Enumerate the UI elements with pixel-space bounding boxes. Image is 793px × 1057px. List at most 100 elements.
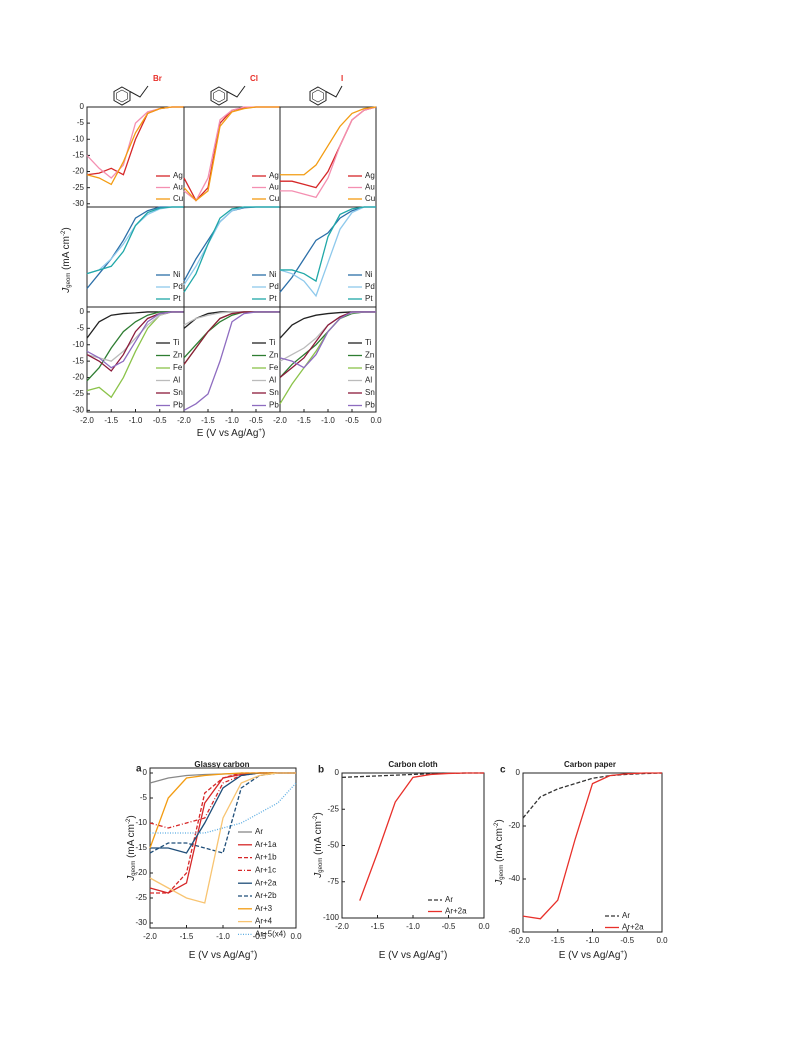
x-tick-label: 0.0 xyxy=(656,936,668,945)
y-axis-label: Jgeom (mA cm-2) xyxy=(61,227,72,293)
x-tick-label: -0.5 xyxy=(153,416,167,425)
x-tick-label: 0.0 xyxy=(290,932,302,941)
y-tick-label: -40 xyxy=(508,874,520,883)
series-line xyxy=(149,772,296,849)
legend-label: Pd xyxy=(365,282,375,291)
x-label-part: ) xyxy=(262,428,265,439)
legend-label: Cu xyxy=(173,194,183,203)
panel-letter: b xyxy=(318,765,324,776)
y-axis-label: Jgeom (mA cm-2) xyxy=(126,815,137,881)
y-tick-label: -10 xyxy=(72,134,84,143)
legend-label: Ar+4 xyxy=(255,917,273,926)
y-tick-label: -15 xyxy=(72,150,84,159)
legend-label: Ni xyxy=(365,270,373,279)
legend-label: Ar xyxy=(445,895,453,904)
y-tick-label: -20 xyxy=(135,868,147,877)
legend-label: Pb xyxy=(365,401,375,410)
y-label-part: geom xyxy=(318,858,324,873)
legend-label: Fe xyxy=(173,363,183,372)
legend-label: Zn xyxy=(269,351,278,360)
y-tick-label: -25 xyxy=(135,893,147,902)
y-tick-label: -30 xyxy=(72,199,84,208)
y-label-part: geom xyxy=(499,865,505,880)
series-line xyxy=(149,772,296,904)
legend-label: Pt xyxy=(173,294,181,303)
legend-label: Sn xyxy=(173,388,183,397)
y-tick-label: -5 xyxy=(140,793,148,802)
molecule-cl xyxy=(210,85,246,106)
x-tick-label: -1.5 xyxy=(371,922,385,931)
x-axis-label: E (V vs Ag/Ag+) xyxy=(189,950,258,961)
y-label-part: J xyxy=(313,872,324,879)
x-tick-label: -1.0 xyxy=(225,416,239,425)
molecule-br xyxy=(113,85,149,106)
x-label-part: + xyxy=(620,950,624,956)
y-label-part: ) xyxy=(61,227,72,230)
y-label-part: (mA cm xyxy=(61,236,72,273)
x-label-part: E (V vs Ag/Ag xyxy=(197,428,259,439)
legend-label: Cu xyxy=(269,194,279,203)
y-tick-label: 0 xyxy=(80,102,85,111)
legend-label: Ar+1c xyxy=(255,866,276,875)
legend-label: Ti xyxy=(269,338,276,347)
legend-label: Ni xyxy=(173,270,181,279)
y-label-part: (mA cm xyxy=(126,824,137,861)
x-label-part: + xyxy=(440,950,444,956)
x-tick-label: -0.5 xyxy=(253,932,267,941)
y-tick-label: 0 xyxy=(80,307,85,316)
x-label-part: ) xyxy=(444,950,447,961)
legend-label: Pt xyxy=(269,294,277,303)
x-tick-label: -1.5 xyxy=(201,416,215,425)
legend-label: Ti xyxy=(173,338,180,347)
legend-label: Pd xyxy=(173,282,183,291)
y-axis-label: Jgeom (mA cm-2) xyxy=(313,812,324,878)
legend-label: Ag xyxy=(365,171,375,180)
series-line xyxy=(280,106,377,199)
x-tick-label: -2.0 xyxy=(80,416,94,425)
series-line xyxy=(279,206,376,298)
y-tick-label: -15 xyxy=(72,356,84,365)
series-line xyxy=(183,106,280,202)
x-tick-label: -0.5 xyxy=(345,416,359,425)
x-tick-label: -0.5 xyxy=(620,936,634,945)
legend-label: Zn xyxy=(365,351,374,360)
legend-label: Pt xyxy=(365,294,373,303)
series-line xyxy=(183,206,280,293)
legend-label: Al xyxy=(269,376,276,385)
legend-label: Ar+2b xyxy=(255,891,277,900)
legend-label: Pb xyxy=(269,401,279,410)
x-label-part: + xyxy=(258,428,262,434)
legend-label: Ar+2a xyxy=(255,878,277,887)
panel-title: Carbon cloth xyxy=(388,760,437,769)
panel-letter: c xyxy=(500,765,506,776)
series-line xyxy=(183,311,280,411)
halogen-label: Br xyxy=(153,74,162,83)
legend-label: Ar+5(x4) xyxy=(255,930,286,939)
x-tick-label: -1.0 xyxy=(216,932,230,941)
x-tick-label: -1.5 xyxy=(551,936,565,945)
legend-label: Ag xyxy=(173,171,183,180)
x-axis-label: E (V vs Ag/Ag+) xyxy=(379,950,448,961)
x-axis-label: E (V vs Ag/Ag+) xyxy=(197,428,266,439)
legend-label: Ar+1a xyxy=(255,840,277,849)
x-tick-label: -1.0 xyxy=(586,936,600,945)
y-label-part: geom xyxy=(131,861,137,876)
x-tick-label: -1.0 xyxy=(129,416,143,425)
legend-label: Fe xyxy=(365,363,375,372)
panel-title: Carbon paper xyxy=(564,760,616,769)
x-tick-label: -1.5 xyxy=(297,416,311,425)
legend-label: Ar xyxy=(622,911,630,920)
x-tick-label: -2.0 xyxy=(335,922,349,931)
y-tick-label: -15 xyxy=(135,843,147,852)
x-tick-label: -1.0 xyxy=(321,416,335,425)
legend-label: Al xyxy=(365,376,372,385)
legend-label: Cu xyxy=(365,194,375,203)
y-tick-label: -5 xyxy=(77,323,85,332)
y-tick-label: -10 xyxy=(135,818,147,827)
series-line xyxy=(280,206,376,283)
series-line xyxy=(522,772,662,920)
legend-label: Ar+2a xyxy=(622,923,644,932)
halogen-label: I xyxy=(341,74,343,83)
y-tick-label: -75 xyxy=(327,877,339,886)
series-line xyxy=(86,106,184,186)
